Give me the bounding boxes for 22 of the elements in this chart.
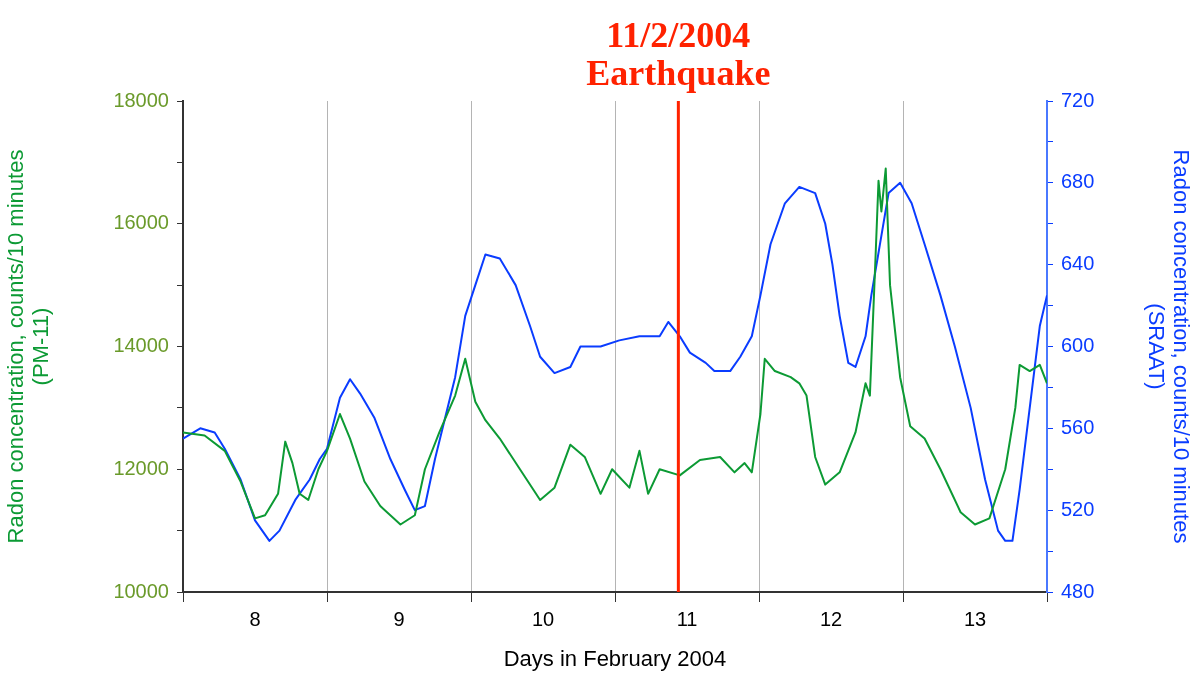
y-tick-label: 10000 [113,579,169,602]
x-tick-label: 10 [531,607,555,630]
y2-tick-label: 640 [1061,252,1095,275]
y2-tick-label: 600 [1061,334,1095,357]
y2-tick-label: 480 [1061,579,1095,602]
y-tick-label: 12000 [113,456,169,479]
y-axis-title: Radon concentration, counts/10 minutes (PM-11) [2,149,54,544]
x-tick-label: 12 [819,607,843,630]
y-tick-label: 18000 [113,88,169,111]
x-tick-label: 11 [676,607,698,630]
y-tick-label: 16000 [113,211,169,234]
y2-tick-label: 680 [1061,170,1095,193]
y-tick-label: 14000 [113,334,169,357]
y2-tick-label: 720 [1061,88,1095,111]
x-tick-label: 8 [249,607,261,630]
ref-line-label: 11/2/2004 Earthquake [586,15,771,93]
y2-axis-title: Radon concentration, counts/10 minutes (SRAAT) [1143,149,1195,544]
x-tick-label: 9 [393,607,405,630]
y2-tick-label: 560 [1061,415,1095,438]
y2-tick-label: 520 [1061,497,1095,520]
x-axis-title: Days in February 2004 [503,645,727,671]
x-tick-label: 13 [963,607,987,630]
